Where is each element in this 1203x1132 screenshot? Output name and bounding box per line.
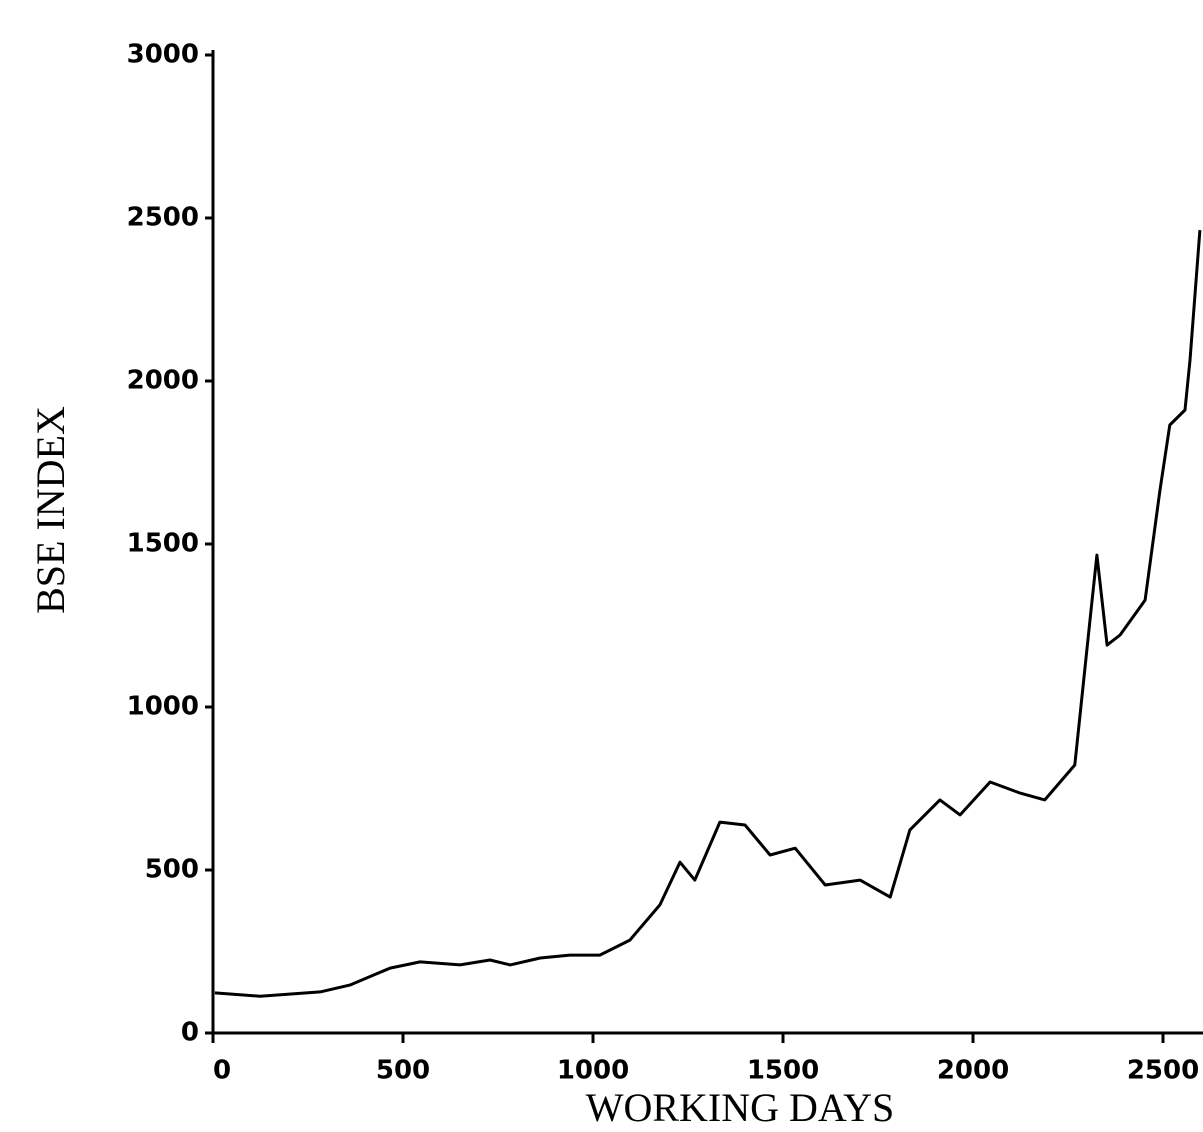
x-tick-label: 0 bbox=[213, 1056, 231, 1086]
x-tick-label: 2500 bbox=[1127, 1056, 1199, 1086]
y-tick-label: 3000 bbox=[127, 40, 199, 70]
x-axis-title: WORKING DAYS bbox=[586, 1085, 895, 1130]
data-line bbox=[214, 229, 1202, 998]
y-tick-label: 2000 bbox=[127, 366, 199, 396]
x-tick-label: 1000 bbox=[557, 1056, 629, 1086]
y-tick-label: 0 bbox=[181, 1018, 199, 1048]
y-tick-label: 500 bbox=[145, 855, 199, 885]
x-tick-label: 1500 bbox=[747, 1056, 819, 1086]
y-tick-label: 1000 bbox=[127, 692, 199, 722]
y-tick-label: 1500 bbox=[127, 529, 199, 559]
y-axis-title: BSE INDEX bbox=[28, 406, 73, 614]
y-tick-label: 2500 bbox=[127, 203, 199, 233]
x-tick-label: 2000 bbox=[937, 1056, 1009, 1086]
x-tick-label: 500 bbox=[376, 1056, 430, 1086]
